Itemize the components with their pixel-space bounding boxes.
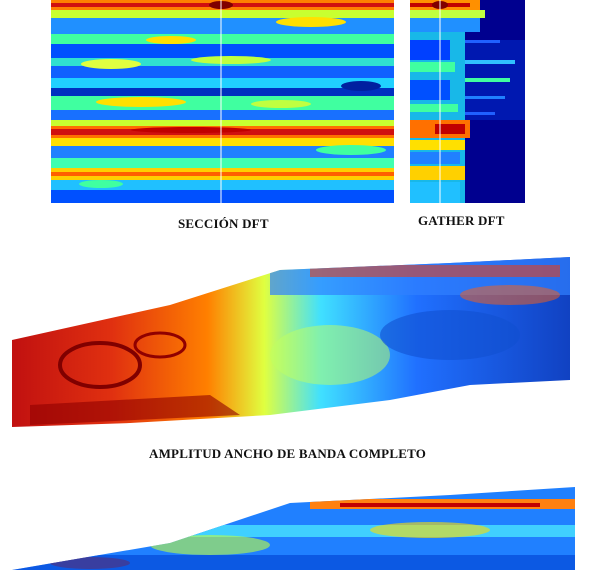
section-dft-caption: SECCIÓN DFT [178,216,269,231]
gather-dft-image [410,0,525,203]
amplitude-band-map-bottom [10,485,575,570]
amplitude-full-band-image [12,257,570,427]
amplitude-full-band-map [10,255,575,435]
section-dft-panel [51,0,394,203]
gather-dft-caption: GATHER DFT [418,213,505,228]
section-dft-image [51,0,394,203]
gather-dft-panel [410,0,525,203]
amplitude-full-band-caption: AMPLITUD ANCHO DE BANDA COMPLETO [149,446,427,461]
amplitude-band-image-bottom [12,487,575,570]
